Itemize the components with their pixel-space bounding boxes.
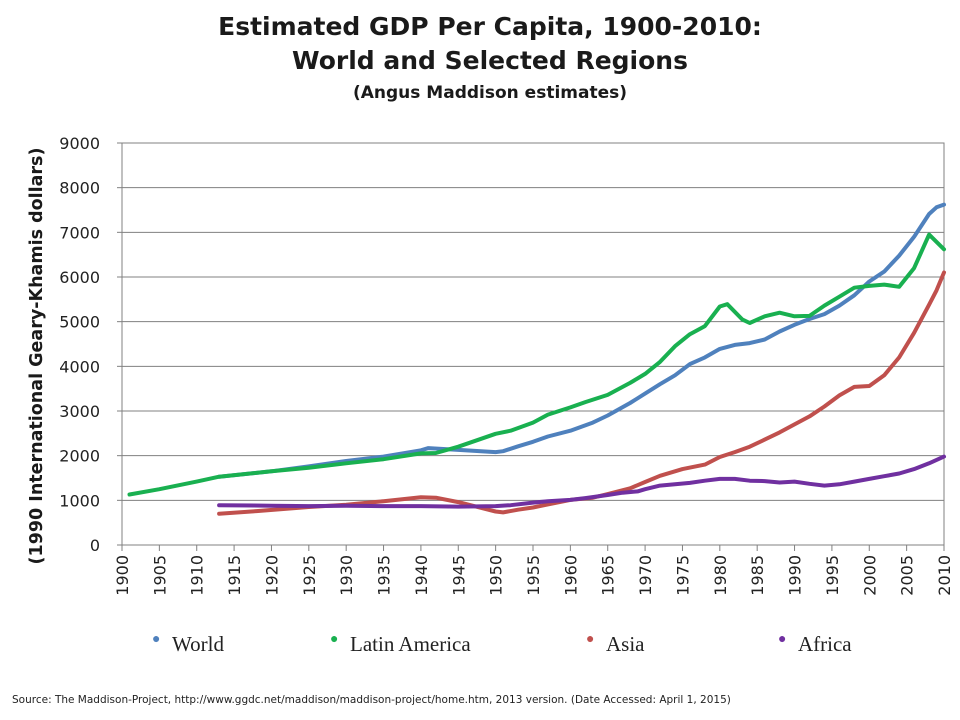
x-tick-label: 1930	[337, 555, 356, 596]
y-tick-label: 3000	[59, 402, 100, 421]
x-tick-label: 1965	[599, 555, 618, 596]
legend-label: Africa	[798, 632, 852, 656]
x-tick-label: 1985	[748, 555, 767, 596]
x-tick-label: 1900	[113, 555, 132, 596]
series-line-latin-america	[127, 232, 946, 497]
x-tick-label: 1920	[262, 555, 281, 596]
series-line-africa	[217, 454, 946, 509]
x-tick-label: 1960	[561, 555, 580, 596]
y-axis-title: (1990 International Geary-Khamis dollars…	[27, 148, 47, 565]
y-tick-label: 1000	[59, 491, 100, 510]
x-tick-label: 1955	[524, 555, 543, 596]
legend-label: Asia	[606, 632, 645, 656]
x-tick-label: 1925	[300, 555, 319, 596]
y-tick-label: 2000	[59, 447, 100, 466]
y-tick-label: 8000	[59, 179, 100, 198]
x-tick-label: 1945	[449, 555, 468, 596]
chart-title-block: Estimated GDP Per Capita, 1900-2010: Wor…	[0, 10, 960, 108]
legend-label: World	[172, 632, 224, 656]
y-tick-label: 7000	[59, 223, 100, 242]
x-tick-label: 2000	[860, 555, 879, 596]
x-tick-label: 2010	[935, 555, 954, 596]
x-tick-label: 1990	[786, 555, 805, 596]
x-tick-label: 1950	[487, 555, 506, 596]
y-tick-label: 4000	[59, 357, 100, 376]
chart-legend: ● World ● Latin America ● Asia ● Africa	[0, 632, 960, 662]
x-tick-label: 1995	[823, 555, 842, 596]
legend-marker-icon: ●	[330, 632, 339, 647]
legend-marker-icon: ●	[586, 632, 595, 647]
legend-marker-icon: ●	[152, 632, 161, 647]
x-tick-label: 2005	[898, 555, 917, 596]
series-line-asia	[217, 270, 946, 516]
y-tick-label: 5000	[59, 313, 100, 332]
x-tick-label: 1910	[188, 555, 207, 596]
x-tick-label: 1975	[673, 555, 692, 596]
x-tick-label: 1915	[225, 555, 244, 596]
legend-marker-icon: ●	[778, 632, 787, 647]
x-tick-label: 1905	[150, 555, 169, 596]
y-tick-label: 9000	[59, 134, 100, 153]
chart-title-line1: Estimated GDP Per Capita, 1900-2010:	[218, 12, 762, 41]
source-note: Source: The Maddison-Project, http://www…	[12, 694, 731, 706]
chart-title-line2: World and Selected Regions	[292, 46, 688, 75]
legend-label: Latin America	[350, 632, 471, 656]
chart-subtitle: (Angus Maddison estimates)	[352, 83, 628, 103]
x-tick-label: 1980	[711, 555, 730, 596]
x-tick-label: 1970	[636, 555, 655, 596]
x-tick-label: 1935	[375, 555, 394, 596]
series-line-world	[217, 202, 946, 479]
y-tick-label: 6000	[59, 268, 100, 287]
x-tick-label: 1940	[412, 555, 431, 596]
y-tick-label: 0	[90, 536, 100, 555]
